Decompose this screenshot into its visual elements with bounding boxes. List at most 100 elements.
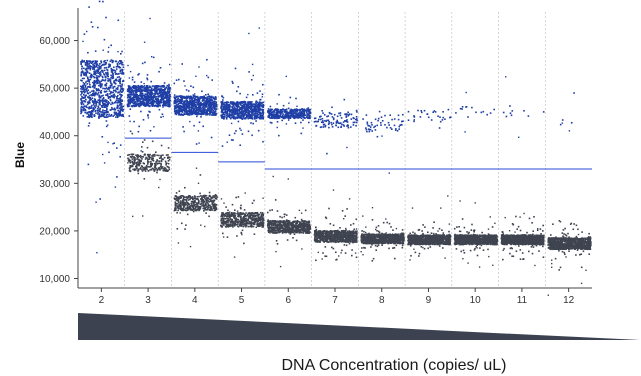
data-point [119, 103, 121, 106]
data-point [186, 209, 188, 211]
data-point [196, 115, 198, 118]
data-point [146, 99, 148, 101]
data-point [83, 83, 86, 85]
data-point [177, 110, 179, 112]
data-point [127, 94, 129, 96]
data-point [98, 117, 100, 119]
data-point [214, 203, 217, 206]
data-point [243, 103, 246, 105]
data-point [209, 204, 211, 207]
data-point [280, 113, 282, 115]
data-point [80, 103, 83, 106]
data-point [174, 205, 177, 207]
data-point [432, 111, 434, 113]
data-point [444, 118, 446, 120]
data-point [255, 120, 257, 122]
data-point [273, 117, 276, 120]
data-point [181, 110, 184, 112]
data-point [184, 228, 186, 230]
data-point [105, 66, 108, 69]
data-point [164, 101, 167, 104]
data-point [233, 112, 236, 115]
data-point [89, 91, 91, 94]
data-point [83, 84, 86, 86]
data-point [155, 92, 157, 94]
data-point [161, 91, 164, 94]
data-point [203, 96, 205, 98]
data-point [240, 224, 243, 227]
data-point [108, 113, 110, 116]
data-point [261, 220, 264, 222]
data-point [245, 103, 248, 106]
data-point [158, 162, 161, 164]
data-point [110, 82, 112, 84]
data-point [96, 108, 99, 110]
outlier-point [245, 106, 248, 108]
data-point [140, 103, 142, 105]
data-point [166, 105, 169, 107]
data-point [147, 115, 149, 117]
data-point [250, 226, 253, 228]
data-point [268, 112, 271, 114]
data-point [213, 110, 215, 113]
data-point [200, 96, 203, 98]
data-point [147, 95, 149, 97]
data-point [98, 84, 100, 87]
outlier-point [296, 105, 298, 107]
data-point [401, 120, 403, 123]
data-point [80, 107, 82, 109]
data-point [134, 86, 136, 89]
data-point [138, 160, 141, 163]
data-point [241, 213, 243, 215]
data-point [282, 113, 284, 115]
data-point [345, 120, 348, 123]
data-point [173, 82, 176, 85]
data-point [100, 115, 103, 118]
data-point [230, 221, 232, 224]
data-point [276, 109, 278, 111]
data-point [145, 167, 147, 170]
outlier-point [191, 111, 194, 113]
data-point [231, 221, 233, 223]
data-point [103, 73, 105, 75]
data-point [205, 209, 208, 211]
data-point [399, 124, 401, 126]
data-point [236, 90, 238, 93]
data-point [281, 119, 283, 122]
data-point [282, 108, 285, 111]
data-point [297, 116, 300, 119]
data-point [200, 198, 202, 200]
data-point [183, 209, 185, 211]
data-point [193, 102, 196, 104]
data-point [122, 73, 125, 75]
data-point [86, 87, 88, 90]
data-point [291, 116, 294, 118]
data-point [388, 124, 390, 126]
data-point [239, 223, 242, 226]
data-point [99, 65, 102, 68]
outlier-point [102, 153, 104, 156]
data-point [87, 66, 90, 68]
data-point [131, 91, 134, 93]
data-point [270, 109, 272, 111]
data-point [83, 108, 85, 110]
data-point [222, 232, 224, 235]
data-point [251, 202, 254, 204]
data-point [303, 114, 305, 116]
data-point [113, 107, 116, 110]
data-point [147, 87, 149, 90]
data-point [154, 105, 156, 107]
data-point [188, 208, 190, 210]
data-point [236, 218, 239, 221]
data-point [208, 102, 210, 104]
data-point [87, 67, 89, 70]
data-point [177, 106, 180, 109]
data-point [316, 120, 319, 123]
outlier-point [209, 112, 212, 114]
data-point [104, 99, 107, 101]
data-point [143, 85, 146, 87]
data-point [294, 122, 297, 124]
data-point [235, 110, 238, 112]
data-point [133, 160, 135, 162]
